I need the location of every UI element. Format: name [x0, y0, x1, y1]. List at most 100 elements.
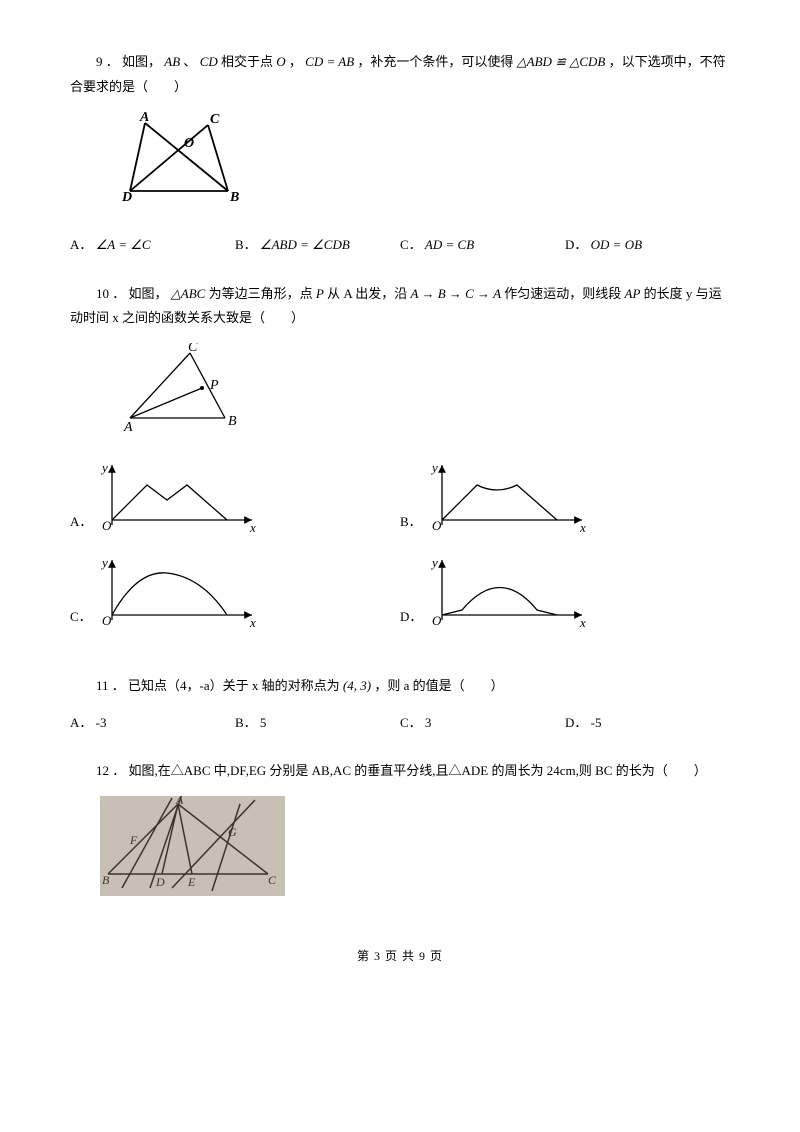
- q10-chart-a: O x y: [92, 460, 262, 535]
- opt-content: ∠A = ∠C: [96, 237, 151, 252]
- svg-text:O: O: [432, 518, 442, 533]
- q10-chart-c: O x y: [92, 555, 262, 630]
- q12-svg: A B C D E F G: [100, 796, 285, 896]
- svg-text:O: O: [102, 518, 112, 533]
- q9-opt-b: B． ∠ABD = ∠CDB: [235, 233, 400, 258]
- svg-text:D: D: [121, 190, 132, 205]
- opt-content: OD = OB: [591, 237, 642, 252]
- q9-t3: ，: [289, 54, 302, 69]
- q11-pt: (4, 3): [343, 678, 371, 693]
- q10-options: A． O x y B．: [70, 460, 730, 650]
- q11-opt-a: A． -3: [70, 711, 235, 736]
- opt-label: D．: [400, 605, 422, 630]
- q9-t4: ，补充一个条件，可以使得: [357, 54, 513, 69]
- q10-opt-d: D． O x y: [400, 555, 730, 630]
- opt-label: A．: [70, 715, 92, 730]
- question-12: 12 ． 如图,在△ABC 中,DF,EG 分别是 AB,AC 的垂直平分线,且…: [70, 759, 730, 904]
- q9-number: 9 ．: [96, 54, 119, 69]
- svg-text:x: x: [579, 615, 586, 630]
- svg-text:P: P: [209, 378, 219, 393]
- opt-label: A．: [70, 510, 92, 535]
- svg-text:A: A: [139, 111, 149, 125]
- svg-text:y: y: [100, 555, 108, 570]
- opt-label: A．: [70, 237, 92, 252]
- q9-ab: AB: [164, 54, 180, 69]
- svg-text:O: O: [102, 613, 112, 628]
- q10-path: A → B → C → A: [410, 286, 501, 301]
- q9-svg: A C O D B: [120, 111, 250, 206]
- opt-label: B．: [235, 237, 257, 252]
- svg-text:B: B: [228, 414, 237, 429]
- question-10: 10 ． 如图， △ABC 为等边三角形，点 P 从 A 出发，沿 A → B …: [70, 282, 730, 650]
- q12-figure: A B C D E F G: [100, 796, 730, 905]
- q10-t1: 如图，: [129, 286, 168, 301]
- svg-text:B: B: [229, 190, 239, 205]
- q9-t2: 相交于点: [221, 54, 273, 69]
- q9-opt-a: A． ∠A = ∠C: [70, 233, 235, 258]
- q10-t4: 作匀速运动，则线段: [504, 286, 621, 301]
- svg-text:C: C: [210, 112, 220, 127]
- svg-text:y: y: [100, 460, 108, 475]
- q10-number: 10 ．: [96, 286, 125, 301]
- q11-opt-c: C． 3: [400, 711, 565, 736]
- q10-t3: 从 A 出发，沿: [327, 286, 407, 301]
- q9-o: O: [276, 54, 285, 69]
- q10-t2: 为等边三角形，点: [209, 286, 313, 301]
- opt-content: -3: [96, 715, 107, 730]
- q9-dot: 、: [183, 54, 196, 69]
- question-9: 9 ． 如图， AB 、 CD 相交于点 O ， CD = AB ，补充一个条件…: [70, 50, 730, 258]
- svg-text:F: F: [129, 833, 138, 847]
- svg-text:A: A: [175, 796, 184, 807]
- q12-text: 12 ． 如图,在△ABC 中,DF,EG 分别是 AB,AC 的垂直平分线,且…: [70, 759, 730, 784]
- svg-text:y: y: [430, 555, 438, 570]
- opt-label: D．: [565, 237, 587, 252]
- svg-text:G: G: [228, 825, 237, 839]
- svg-text:E: E: [187, 875, 196, 889]
- page-content: 9 ． 如图， AB 、 CD 相交于点 O ， CD = AB ，补充一个条件…: [0, 0, 800, 997]
- question-11: 11 ． 已知点（4，-a）关于 x 轴的对称点为 (4, 3) ，则 a 的值…: [70, 674, 730, 735]
- opt-label: C．: [400, 715, 422, 730]
- opt-label: C．: [70, 605, 92, 630]
- svg-text:x: x: [249, 615, 256, 630]
- svg-text:C: C: [188, 343, 198, 355]
- q10-p: P: [316, 286, 324, 301]
- opt-content: AD = CB: [425, 237, 474, 252]
- footer-text: 第 3 页 共 9 页: [357, 949, 443, 963]
- svg-text:B: B: [102, 873, 110, 887]
- q11-opt-b: B． 5: [235, 711, 400, 736]
- opt-label: B．: [235, 715, 257, 730]
- q10-chart-b: O x y: [422, 460, 592, 535]
- q9-eq1: CD = AB: [305, 54, 354, 69]
- q11-t1: 已知点（4，-a）关于 x 轴的对称点为: [128, 678, 340, 693]
- svg-text:D: D: [155, 875, 165, 889]
- svg-text:x: x: [579, 520, 586, 535]
- q10-opt-b: B． O x y: [400, 460, 730, 535]
- q12-number: 12 ．: [96, 763, 125, 778]
- svg-text:C: C: [268, 873, 277, 887]
- q9-figure: A C O D B: [120, 111, 730, 215]
- svg-text:A: A: [123, 420, 133, 433]
- svg-text:x: x: [249, 520, 256, 535]
- svg-text:y: y: [430, 460, 438, 475]
- svg-text:O: O: [184, 136, 194, 151]
- q11-text: 11 ． 已知点（4，-a）关于 x 轴的对称点为 (4, 3) ，则 a 的值…: [70, 674, 730, 699]
- svg-text:O: O: [432, 613, 442, 628]
- q11-number: 11 ．: [96, 678, 125, 693]
- opt-label: B．: [400, 510, 422, 535]
- page-footer: 第 3 页 共 9 页: [70, 945, 730, 968]
- q9-t1: 如图，: [122, 54, 161, 69]
- q11-options: A． -3 B． 5 C． 3 D． -5: [70, 711, 730, 736]
- q10-ap: AP: [625, 286, 641, 301]
- q9-opt-c: C． AD = CB: [400, 233, 565, 258]
- opt-content: 3: [425, 715, 432, 730]
- q10-svg: A B C P: [120, 343, 250, 433]
- q10-text: 10 ． 如图， △ABC 为等边三角形，点 P 从 A 出发，沿 A → B …: [70, 282, 730, 331]
- q9-options: A． ∠A = ∠C B． ∠ABD = ∠CDB C． AD = CB D． …: [70, 233, 730, 258]
- q10-opt-c: C． O x y: [70, 555, 400, 630]
- q11-opt-d: D． -5: [565, 711, 730, 736]
- q9-cd: CD: [200, 54, 218, 69]
- opt-label: D．: [565, 715, 587, 730]
- q9-text: 9 ． 如图， AB 、 CD 相交于点 O ， CD = AB ，补充一个条件…: [70, 50, 730, 99]
- q11-t2: ，则 a 的值是（ ）: [374, 678, 503, 693]
- opt-label: C．: [400, 237, 422, 252]
